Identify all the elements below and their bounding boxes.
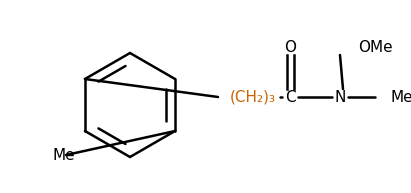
Text: Me: Me [52, 147, 75, 163]
Text: OMe: OMe [358, 40, 393, 54]
Text: N: N [334, 90, 346, 104]
Text: Me: Me [390, 90, 411, 104]
Text: O: O [284, 40, 296, 54]
Text: C: C [285, 90, 296, 104]
Text: (CH₂)₃: (CH₂)₃ [230, 90, 276, 104]
